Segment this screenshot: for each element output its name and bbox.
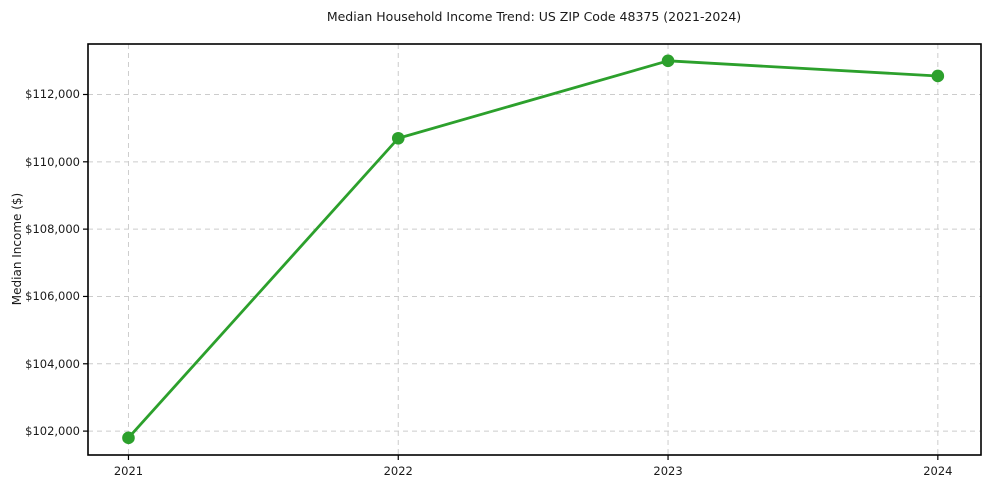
data-point-marker	[391, 131, 405, 145]
trend-line	[127, 59, 940, 440]
data-point-marker	[122, 431, 135, 445]
data-point-marker	[661, 54, 675, 68]
plot-border	[87, 43, 982, 456]
data-point-marker	[931, 69, 945, 83]
chart-title: Median Household Income Trend: US ZIP Co…	[326, 9, 742, 24]
